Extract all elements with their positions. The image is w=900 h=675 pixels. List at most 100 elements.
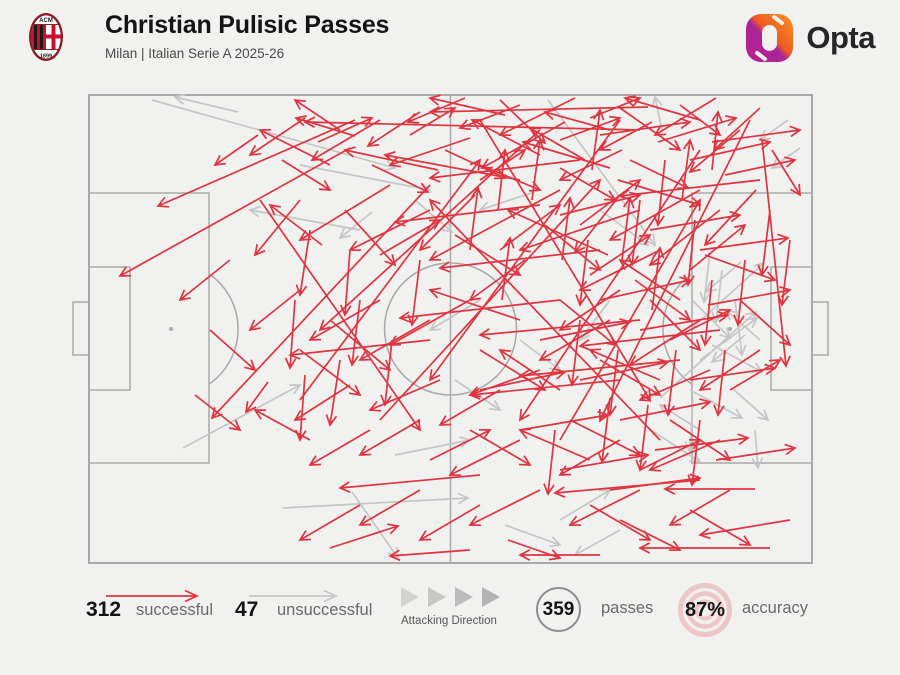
pass-arrow-successful	[605, 349, 619, 417]
pass-arrow-successful	[713, 349, 726, 417]
pass-arrow-successful	[438, 389, 501, 426]
pass-arrow-successful	[654, 433, 750, 451]
pass-arrow-successful	[619, 398, 712, 421]
badge-year: 1899	[40, 54, 52, 60]
pass-arrow-successful	[506, 208, 609, 256]
pass-arrow-successful	[591, 108, 605, 171]
pass-arrow-successful	[448, 439, 521, 477]
pass-arrow-successful	[761, 139, 791, 368]
pass-arrow-unsuccessful	[151, 99, 397, 172]
pass-arrow-successful	[559, 167, 617, 201]
pass-arrow-successful	[703, 189, 757, 247]
pass-arrow-successful	[294, 374, 307, 442]
pass-arrow-successful	[268, 203, 323, 246]
pass-arrow-successful	[683, 219, 696, 287]
pass-arrow-unsuccessful	[651, 95, 663, 131]
pass-arrow-successful	[699, 233, 790, 251]
pass-arrow-successful	[518, 359, 681, 381]
pass-arrow-successful	[294, 115, 356, 137]
six-yard-box-left	[88, 266, 131, 391]
pass-arrow-successful	[544, 224, 602, 272]
pass-arrow-successful	[178, 259, 231, 302]
pass-arrow-successful	[368, 379, 441, 412]
pass-arrow-successful	[653, 97, 717, 136]
pass-arrow-successful	[428, 189, 561, 261]
pass-arrow-successful	[213, 134, 259, 167]
pass-arrow-successful	[329, 523, 400, 549]
pass-arrow-successful	[469, 186, 483, 251]
successful-count: 312	[86, 598, 122, 621]
pass-arrow-successful	[559, 198, 701, 441]
pass-arrow-successful	[598, 121, 653, 151]
penalty-arc-left	[208, 273, 239, 385]
pass-arrow-successful	[499, 99, 547, 145]
pass-arrow-successful	[518, 209, 641, 253]
pass-arrow-successful	[248, 117, 306, 157]
pass-arrow-successful	[428, 159, 581, 183]
badge-cross	[46, 24, 61, 50]
pass-arrow-successful	[428, 94, 506, 116]
pass-arrow-unsuccessful	[338, 211, 373, 240]
pass-arrow-successful	[568, 489, 641, 527]
pass-arrow-successful	[700, 279, 713, 347]
pass-arrow-successful	[681, 138, 695, 201]
pass-arrow-successful	[318, 129, 541, 332]
page-subtitle: Milan | Italian Serie A 2025-26	[105, 45, 285, 61]
successful-arrow-sample	[106, 589, 200, 603]
pass-arrow-successful	[248, 289, 301, 332]
pass-arrow-successful	[519, 410, 610, 431]
pass-arrow-successful	[497, 148, 510, 211]
penalty-area-left	[88, 192, 210, 464]
pass-arrow-successful	[371, 164, 430, 194]
pass-arrow-successful	[711, 125, 802, 143]
pass-arrow-unsuccessful	[182, 384, 302, 449]
pass-arrow-successful	[344, 209, 397, 267]
pass-arrow-successful	[599, 276, 692, 301]
pass-arrow-unsuccessful	[519, 339, 562, 372]
pass-arrow-successful	[578, 329, 721, 351]
pass-arrow-successful	[468, 489, 541, 527]
pass-arrow-successful	[406, 97, 466, 124]
pass-arrow-successful	[618, 258, 681, 301]
pass-arrow-successful	[468, 379, 621, 400]
pass-arrow-successful	[295, 229, 311, 297]
pass-arrow-successful	[649, 299, 702, 352]
pass-arrow-unsuccessful	[699, 251, 711, 304]
passes-count: 359	[542, 598, 575, 620]
goal-right	[811, 301, 829, 356]
pass-arrow-successful	[558, 289, 621, 332]
pass-arrow-successful	[648, 439, 721, 472]
pass-arrow-unsuccessful	[428, 299, 481, 331]
pass-arrow-successful	[458, 104, 521, 131]
pass-arrow-successful	[388, 549, 471, 562]
pass-arrow-successful	[618, 179, 761, 201]
pass-arrow-successful	[689, 509, 752, 546]
penalty-spot-left	[169, 327, 173, 331]
pass-arrow-successful	[347, 299, 361, 367]
pass-arrow-successful	[724, 156, 797, 176]
pass-arrow-successful	[358, 489, 421, 526]
pass-arrow-successful	[293, 98, 341, 131]
pass-arrow-successful	[733, 259, 746, 327]
pass-arrow-successful	[194, 394, 242, 432]
pass-arrow-successful	[339, 249, 352, 317]
pass-arrow-successful	[528, 127, 586, 161]
pass-arrow-successful	[698, 349, 761, 392]
pass-arrow-unsuccessful	[573, 529, 621, 556]
attacking-direction-label: Attacking Direction	[401, 615, 497, 627]
badge-stripes	[31, 24, 46, 50]
pass-arrow-successful	[288, 339, 431, 360]
pass-arrow-successful	[409, 107, 457, 136]
pass-arrow-successful	[507, 539, 562, 561]
pass-arrow-unsuccessful	[559, 489, 612, 521]
pass-arrow-successful	[418, 194, 476, 252]
pass-arrow-successful	[498, 348, 561, 391]
pass-arrow-successful	[398, 299, 561, 323]
pass-arrow-unsuccessful	[504, 524, 562, 548]
pass-arrow-successful	[388, 137, 471, 168]
accuracy-value: 87%	[684, 598, 726, 621]
pass-arrow-successful	[317, 116, 374, 143]
pass-arrow-successful	[308, 299, 381, 341]
pass-arrow-successful	[393, 204, 541, 227]
